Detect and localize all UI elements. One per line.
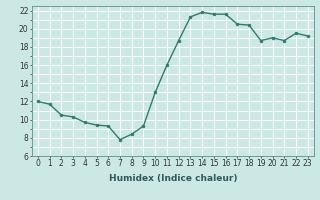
X-axis label: Humidex (Indice chaleur): Humidex (Indice chaleur) <box>108 174 237 183</box>
